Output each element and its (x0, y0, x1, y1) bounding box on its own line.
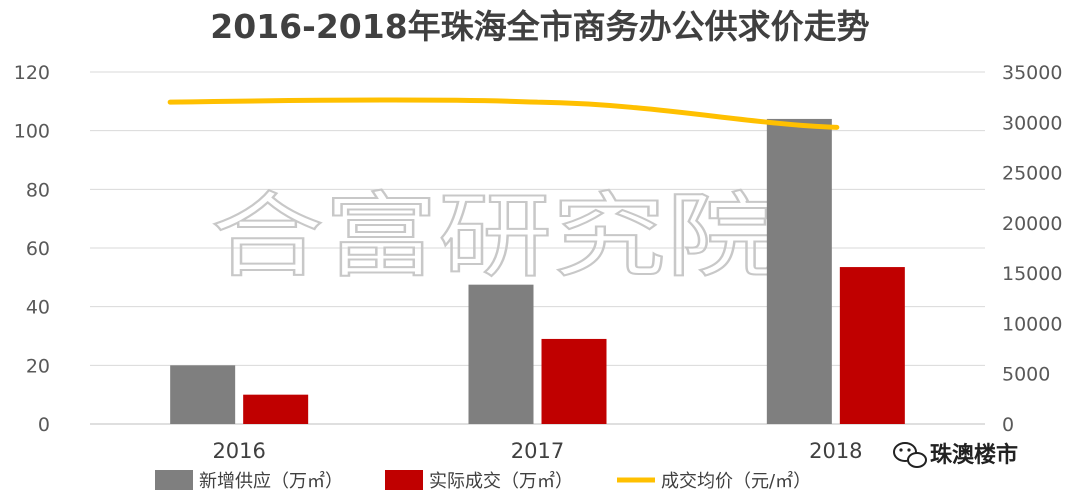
gridlines (90, 71, 985, 425)
x-tick-label: 2016 (212, 439, 265, 463)
legend-swatch (155, 470, 193, 490)
right-tick-label: 30000 (1002, 112, 1062, 134)
watermark-text: 合富研究院 (210, 183, 780, 290)
left-tick-label: 0 (38, 414, 50, 436)
left-tick-label: 80 (26, 179, 50, 201)
legend-swatch (385, 470, 423, 490)
right-tick-label: 10000 (1002, 313, 1062, 335)
right-tick-label: 35000 (1002, 62, 1062, 84)
left-tick-label: 20 (26, 355, 50, 377)
bar-transaction-2017 (541, 338, 607, 424)
bar-transaction-2016 (243, 394, 309, 424)
x-tick-label: 2018 (809, 439, 862, 463)
brand-label: 珠澳楼市 (930, 442, 1018, 468)
legend-label: 成交均价（元/㎡） (661, 470, 811, 492)
watermark: 合富研究院 (209, 182, 781, 291)
x-axis-ticks: 2016 2017 2018 (212, 439, 862, 463)
line-avg-price (167, 97, 840, 130)
price-line (167, 97, 840, 130)
legend-label: 新增供应（万㎡） (199, 470, 343, 492)
legend: 新增供应（万㎡） 实际成交（万㎡） 成交均价（元/㎡） (155, 470, 811, 492)
brand-badge: 珠澳楼市 (893, 442, 1018, 468)
left-tick-label: 120 (14, 62, 50, 84)
right-tick-label: 5000 (1002, 364, 1050, 386)
right-tick-label: 20000 (1002, 213, 1062, 235)
bars (170, 118, 905, 424)
bar-transaction-2018 (839, 267, 905, 424)
left-axis-ticks: 0 20 40 60 80 100 120 (14, 62, 50, 436)
right-tick-label: 25000 (1002, 163, 1062, 185)
legend-label: 实际成交（万㎡） (429, 470, 573, 492)
bar-supply-2017 (468, 284, 534, 424)
right-tick-label: 0 (1002, 414, 1014, 436)
left-tick-label: 40 (26, 297, 50, 319)
left-tick-label: 60 (26, 238, 50, 260)
right-axis-ticks: 0 5000 10000 15000 20000 25000 30000 35000 (1002, 62, 1062, 436)
bar-supply-2018 (766, 118, 832, 424)
chart-title: 2016-2018年珠海全市商务办公供求价走势 (210, 7, 869, 46)
wechat-icon (893, 442, 927, 468)
bar-supply-2016 (170, 365, 236, 424)
right-tick-label: 15000 (1002, 263, 1062, 285)
x-tick-label: 2017 (511, 439, 564, 463)
left-tick-label: 100 (14, 121, 50, 143)
